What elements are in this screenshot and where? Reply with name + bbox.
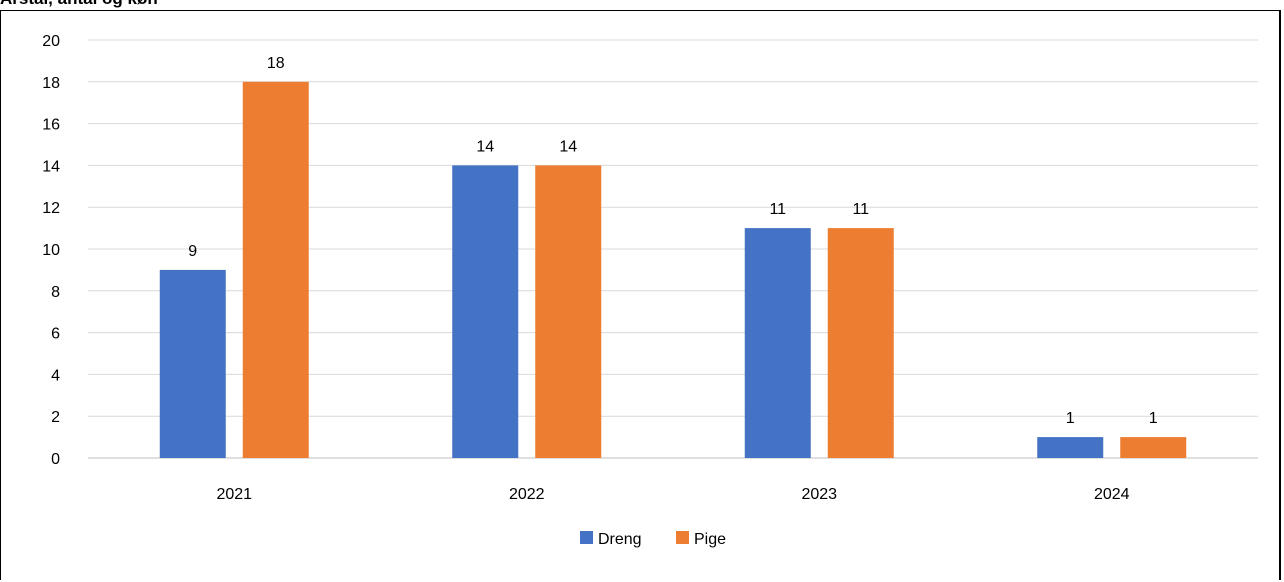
- data-label: 11: [769, 201, 786, 218]
- bar-dreng-2024: [1037, 437, 1104, 458]
- data-label: 1: [1066, 410, 1075, 427]
- y-tick-label: 12: [42, 200, 60, 217]
- legend-swatch-pige: [676, 531, 689, 544]
- data-label: 9: [188, 243, 197, 260]
- bar-dreng-2021: [159, 269, 226, 458]
- data-label: 11: [852, 201, 869, 218]
- x-tick-label: 2021: [216, 486, 252, 503]
- x-axis-ticks: 2021 2022 2023 2024: [216, 486, 1129, 503]
- chart-frame: [0, 10, 1281, 580]
- bar-pige-2024: [1120, 437, 1187, 458]
- y-tick-label: 10: [42, 242, 60, 259]
- bar-pige-2021: [242, 81, 309, 459]
- y-axis-ticks: 0 2 4 6 8 10 12 14 16 18 20: [42, 33, 60, 468]
- bar-pige-2023: [827, 228, 894, 458]
- bar-dreng-2023: [744, 228, 811, 458]
- legend-swatch-dreng: [580, 531, 593, 544]
- legend-label-dreng: Dreng: [598, 531, 642, 548]
- bars: [159, 81, 1187, 459]
- legend: Dreng Pige: [580, 531, 726, 548]
- y-tick-label: 6: [51, 326, 60, 343]
- y-tick-label: 20: [42, 33, 60, 50]
- data-label: 1: [1149, 410, 1158, 427]
- bar-pige-2022: [535, 165, 602, 458]
- top-caption: Årstal, antal og køn: [0, 0, 158, 9]
- data-label: 14: [476, 138, 494, 155]
- y-tick-label: 0: [51, 451, 60, 468]
- x-tick-label: 2023: [801, 486, 837, 503]
- data-label: 18: [267, 55, 285, 72]
- y-tick-label: 14: [42, 158, 60, 175]
- bar-dreng-2022: [452, 165, 519, 458]
- y-tick-label: 18: [42, 75, 60, 92]
- y-tick-label: 8: [51, 284, 60, 301]
- y-tick-label: 16: [42, 117, 60, 134]
- legend-label-pige: Pige: [694, 531, 726, 548]
- x-tick-label: 2022: [509, 486, 545, 503]
- x-tick-label: 2024: [1094, 486, 1130, 503]
- y-tick-label: 4: [51, 367, 60, 384]
- data-label: 14: [559, 138, 577, 155]
- y-tick-label: 2: [51, 409, 60, 426]
